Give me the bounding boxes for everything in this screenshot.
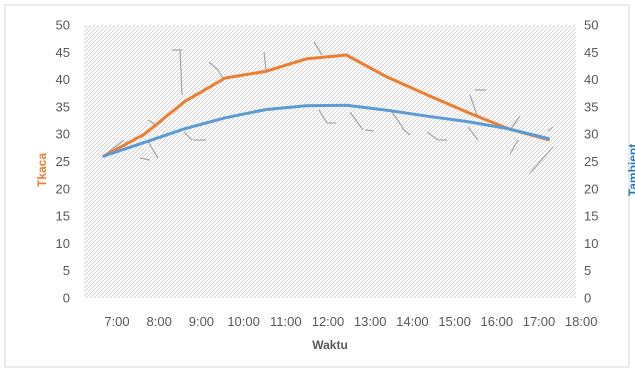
right-y-axis: 0 5 10 15 20 25 30 35 40 45 50 — [584, 18, 598, 306]
stray-mark — [179, 49, 183, 96]
stray-mark — [401, 127, 411, 136]
stray-mark — [146, 139, 159, 159]
right-y-tick-label: 30 — [584, 127, 598, 142]
left-y-axis: 0 5 10 15 20 25 30 35 40 45 50 — [56, 18, 70, 306]
left-y-tick-label: 30 — [56, 127, 70, 142]
x-tick-label: 18:00 — [565, 314, 598, 329]
left-y-tick-label: 0 — [63, 291, 70, 306]
plot-area — [84, 25, 576, 298]
right-y-tick-label: 25 — [584, 154, 598, 169]
x-tick-label: 12:00 — [312, 314, 345, 329]
right-y-tick-label: 20 — [584, 181, 598, 196]
stray-mark — [547, 126, 554, 132]
x-tick-label: 7:00 — [104, 314, 129, 329]
right-y-tick-label: 35 — [584, 99, 598, 114]
stray-mark — [467, 126, 479, 141]
right-y-tick-label: 5 — [584, 263, 591, 278]
x-tick-label: 11:00 — [270, 314, 302, 329]
stray-mark — [183, 131, 193, 141]
left-y-tick-label: 45 — [56, 45, 70, 60]
left-y-tick-label: 10 — [56, 236, 70, 251]
stray-mark — [139, 157, 151, 161]
left-y-tick-label: 15 — [56, 209, 70, 224]
x-axis-title: Waktu — [312, 338, 348, 352]
stray-mark — [263, 51, 267, 71]
stray-mark — [208, 61, 219, 71]
x-tick-label: 8:00 — [147, 314, 172, 329]
series-line-1 — [102, 53, 550, 158]
x-tick-label: 16:00 — [481, 314, 514, 329]
left-y-tick-label: 20 — [56, 181, 70, 196]
left-y-tick-label: 25 — [56, 154, 70, 169]
stray-mark — [364, 129, 375, 132]
stray-mark — [313, 41, 323, 56]
stray-mark — [349, 111, 364, 131]
x-tick-label: 9:00 — [189, 314, 214, 329]
stray-mark — [426, 131, 439, 141]
stray-mark — [509, 139, 519, 155]
stray-mark — [318, 109, 328, 124]
right-y-tick-label: 10 — [584, 236, 598, 251]
left-y-tick-label: 35 — [56, 99, 70, 114]
stray-mark — [509, 115, 521, 131]
stray-mark — [391, 111, 404, 129]
left-y-axis-title: Tkaca — [35, 153, 49, 187]
right-y-tick-label: 15 — [584, 209, 598, 224]
stray-mark — [529, 146, 554, 174]
right-y-tick-label: 50 — [584, 18, 598, 33]
x-tick-label: 13:00 — [354, 314, 387, 329]
right-y-tick-label: 40 — [584, 72, 598, 87]
left-y-tick-label: 5 — [63, 263, 70, 278]
right-y-tick-label: 45 — [584, 45, 598, 60]
x-tick-label: 14:00 — [396, 314, 429, 329]
left-y-tick-label: 40 — [56, 72, 70, 87]
x-axis: 7:00 8:00 9:00 10:00 11:00 12:00 13:00 14:00 15:… — [104, 314, 597, 329]
chart-border — [4, 4, 630, 368]
left-y-tick-label: 50 — [56, 18, 70, 33]
x-tick-label: 17:00 — [523, 314, 556, 329]
x-tick-label: 10:00 — [227, 314, 260, 329]
right-y-axis-title: Tambient — [626, 144, 635, 196]
series-layer — [102, 53, 550, 158]
right-y-tick-label: 0 — [584, 291, 591, 306]
x-tick-label: 15:00 — [438, 314, 471, 329]
series-line-2 — [102, 103, 550, 158]
stray-mark — [469, 94, 479, 119]
